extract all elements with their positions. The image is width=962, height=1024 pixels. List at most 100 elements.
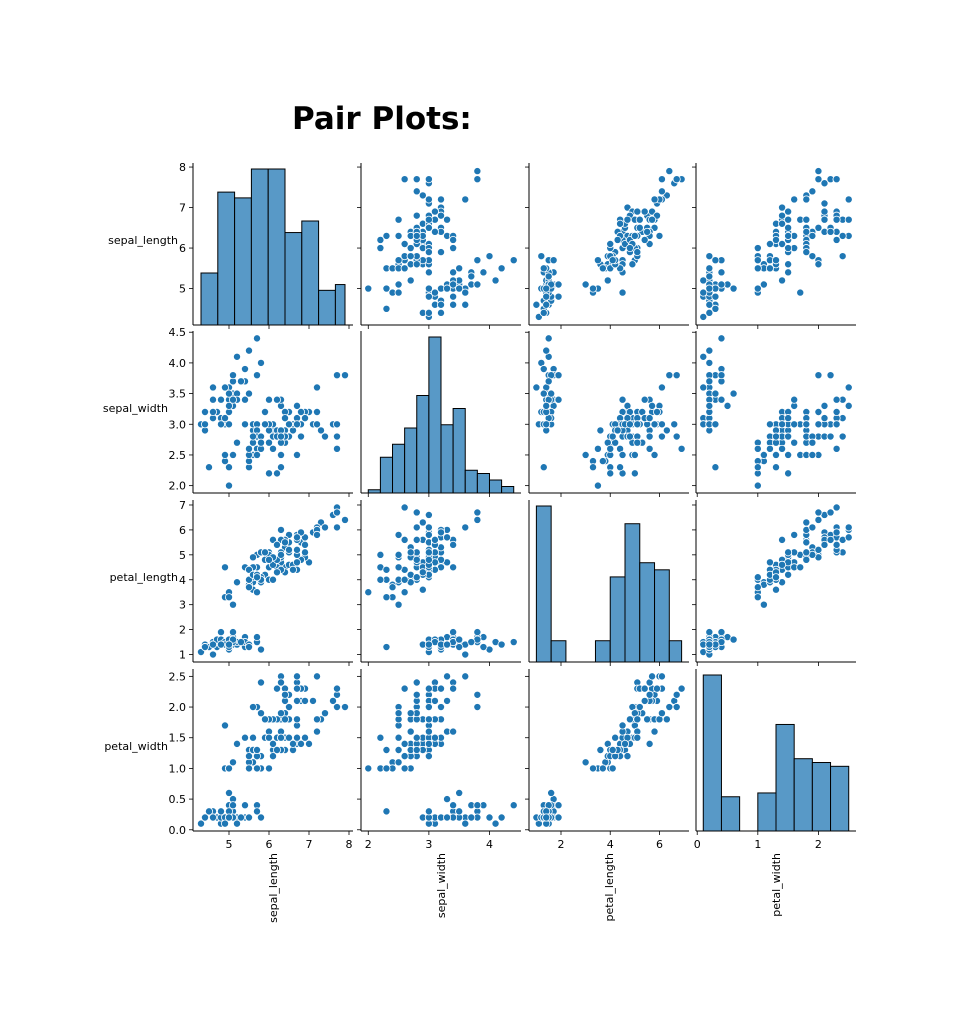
scatter-point (765, 558, 774, 567)
scatter-point (268, 575, 277, 584)
scatter-point (778, 444, 787, 453)
scatter-point (717, 268, 726, 277)
scatter-point (244, 389, 253, 398)
scatter-point (400, 239, 409, 248)
scatter-point (216, 628, 225, 637)
scatter-point (236, 638, 245, 647)
scatter-point (802, 195, 811, 204)
scatter-point (753, 573, 762, 582)
scatter-point (593, 481, 602, 490)
scatter-point (814, 175, 823, 184)
scatter-point (332, 508, 341, 517)
x-tick-label: 6 (656, 838, 663, 851)
scatter-point (220, 819, 229, 828)
scatter-point (596, 746, 605, 755)
scatter-point (449, 684, 458, 693)
scatter-point (455, 635, 464, 644)
scatter-point (589, 764, 598, 773)
scatter-point (292, 733, 301, 742)
scatter-point (400, 752, 409, 761)
scatter-point (400, 575, 409, 584)
scatter-point (400, 764, 409, 773)
y-tick-label: 2 (179, 624, 186, 637)
y-tick-label: 8 (179, 161, 186, 174)
y-tick-label: 2.5 (169, 449, 187, 462)
scatter-point (412, 535, 421, 544)
scatter-point (820, 215, 829, 224)
x-tick-label: 4 (486, 838, 493, 851)
scatter-point (672, 175, 681, 184)
scatter-point (228, 801, 237, 810)
hist-bar (217, 191, 236, 326)
scatter-point (418, 191, 427, 200)
scatter-point (608, 746, 617, 755)
y-tick-label: 7 (179, 499, 186, 512)
scatter-point (772, 463, 781, 472)
scatter-point (784, 450, 793, 459)
scatter-point (623, 752, 632, 761)
scatter-point (443, 533, 452, 542)
scatter-point (220, 721, 229, 730)
scatter-point (382, 565, 391, 574)
scatter-point (621, 739, 630, 748)
scatter-point (300, 540, 309, 549)
scatter-point (473, 515, 482, 524)
scatter-point (430, 733, 439, 742)
scatter-point (394, 563, 403, 572)
scatter-point (643, 715, 652, 724)
scatter-point (412, 231, 421, 240)
scatter-point (216, 420, 225, 429)
scatter-point (244, 813, 253, 822)
scatter-point (412, 746, 421, 755)
scatter-point (759, 450, 768, 459)
scatter-point (611, 733, 620, 742)
scatter-point (625, 244, 634, 253)
scatter-point (832, 215, 841, 224)
scatter-point (224, 420, 233, 429)
scatter-point (424, 684, 433, 693)
scatter-point (497, 813, 506, 822)
scatter-point (473, 508, 482, 517)
y-tick-label: 4.5 (169, 326, 187, 339)
scatter-point (252, 588, 261, 597)
scatter-point (252, 334, 261, 343)
scatter-point (844, 533, 853, 542)
scatter-point (208, 650, 217, 659)
scatter-point (224, 481, 233, 490)
hist-bar (476, 473, 490, 494)
y-tick-label: 4 (179, 574, 186, 587)
hist-bar (501, 486, 515, 494)
y-tick-label: 0.0 (169, 824, 187, 837)
scatter-point (276, 525, 285, 534)
scatter-point (272, 395, 281, 404)
scatter-point (394, 600, 403, 609)
scatter-point (784, 244, 793, 253)
scatter-point (455, 643, 464, 652)
scatter-point (224, 813, 233, 822)
scatter-point (412, 260, 421, 269)
scatter-point (248, 703, 257, 712)
hist-bar (318, 289, 336, 326)
scatter-point (509, 801, 518, 810)
scatter-point (430, 535, 439, 544)
x-tick-label: 2 (558, 838, 565, 851)
scatter-point (677, 684, 686, 693)
scatter-point (532, 300, 541, 309)
scatter-point (657, 187, 666, 196)
scatter-point (240, 420, 249, 429)
scatter-point (260, 420, 269, 429)
hist-bar (464, 469, 478, 494)
scatter-point (256, 645, 265, 654)
scatter-point (820, 414, 829, 423)
scatter-point (699, 352, 708, 361)
scatter-point (491, 276, 500, 285)
scatter-point (232, 578, 241, 587)
scatter-point (628, 260, 637, 269)
panel-sepal_width-vs-sepal_width (360, 331, 521, 497)
scatter-point (808, 450, 817, 459)
scatter-point (284, 420, 293, 429)
scatter-point (645, 432, 654, 441)
scatter-point (394, 758, 403, 767)
scatter-point (424, 530, 433, 539)
scatter-point (711, 256, 720, 265)
